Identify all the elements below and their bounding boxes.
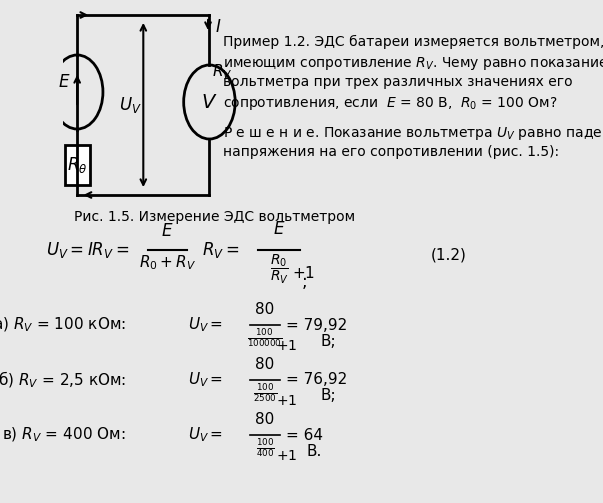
Text: Р е ш е н и е. Показание вольтметра $U_V$ равно падению: Р е ш е н и е. Показание вольтметра $U_V… bbox=[223, 125, 603, 142]
Text: сопротивления, если  $E$ = 80 В,  $\boldsymbol{R_0}$ = 100 Ом?: сопротивления, если $E$ = 80 В, $\boldsy… bbox=[223, 95, 558, 112]
Text: $R_0 + R_V$: $R_0 + R_V$ bbox=[139, 253, 196, 272]
Text: $+1$: $+1$ bbox=[276, 339, 297, 353]
Text: $R_V =$: $R_V =$ bbox=[203, 240, 240, 260]
Text: вольтметра при трех различных значениях его: вольтметра при трех различных значениях … bbox=[223, 75, 573, 89]
Text: 80: 80 bbox=[256, 412, 275, 427]
Text: $\frac{100}{400}$: $\frac{100}{400}$ bbox=[256, 437, 274, 459]
Text: имеющим сопротивление $\boldsymbol{R_V}$. Чему равно показание: имеющим сопротивление $\boldsymbol{R_V}$… bbox=[223, 55, 603, 72]
Text: = 64: = 64 bbox=[286, 428, 323, 443]
Text: $U_V = $: $U_V = $ bbox=[188, 371, 223, 389]
Text: Пример 1.2. ЭДС батареи измеряется вольтметром,: Пример 1.2. ЭДС батареи измеряется вольт… bbox=[223, 35, 603, 49]
Text: ;: ; bbox=[302, 273, 307, 291]
Text: $I$: $I$ bbox=[215, 18, 221, 36]
Text: В;: В; bbox=[321, 333, 336, 349]
Text: $U_V = $: $U_V = $ bbox=[188, 316, 223, 334]
Text: $V$: $V$ bbox=[201, 93, 218, 112]
Text: $E$: $E$ bbox=[162, 222, 174, 240]
Text: $+1$: $+1$ bbox=[292, 265, 315, 281]
Text: $U_V = $: $U_V = $ bbox=[188, 426, 223, 444]
Text: В.: В. bbox=[307, 444, 322, 459]
Text: $+1$: $+1$ bbox=[276, 449, 297, 463]
Text: $R_V$: $R_V$ bbox=[212, 63, 232, 81]
Text: $\frac{100}{2500}$: $\frac{100}{2500}$ bbox=[253, 382, 277, 404]
Text: = 76,92: = 76,92 bbox=[286, 373, 347, 387]
Text: (1.2): (1.2) bbox=[431, 247, 467, 263]
Text: $U_V = \mathit{IR}_V = $: $U_V = \mathit{IR}_V = $ bbox=[46, 240, 130, 260]
Text: = 79,92: = 79,92 bbox=[286, 317, 347, 332]
Text: $\dfrac{R_0}{R_V}$: $\dfrac{R_0}{R_V}$ bbox=[270, 253, 288, 286]
Text: $R_{\theta}$: $R_{\theta}$ bbox=[67, 155, 87, 175]
Text: $+1$: $+1$ bbox=[276, 394, 297, 408]
FancyBboxPatch shape bbox=[65, 145, 90, 185]
Text: $U_V$: $U_V$ bbox=[119, 95, 142, 115]
Text: Рис. 1.5. Измерение ЭДС вольтметром: Рис. 1.5. Измерение ЭДС вольтметром bbox=[74, 210, 355, 224]
Text: 80: 80 bbox=[256, 357, 275, 372]
Text: напряжения на его сопротивлении (рис. 1.5):: напряжения на его сопротивлении (рис. 1.… bbox=[223, 145, 560, 159]
Text: $E$: $E$ bbox=[58, 73, 71, 91]
Text: $E$: $E$ bbox=[273, 220, 285, 238]
Text: а) $\boldsymbol{R_V}$ = 100 кОм:: а) $\boldsymbol{R_V}$ = 100 кОм: bbox=[0, 316, 126, 334]
Text: $\frac{100}{100000}$: $\frac{100}{100000}$ bbox=[247, 327, 283, 349]
Text: в) $\boldsymbol{R_V}$ = 400 Ом:: в) $\boldsymbol{R_V}$ = 400 Ом: bbox=[2, 426, 126, 444]
Text: 80: 80 bbox=[256, 302, 275, 317]
Text: В;: В; bbox=[321, 388, 336, 403]
Text: б) $\boldsymbol{R_V}$ = 2,5 кОм:: б) $\boldsymbol{R_V}$ = 2,5 кОм: bbox=[0, 370, 126, 390]
